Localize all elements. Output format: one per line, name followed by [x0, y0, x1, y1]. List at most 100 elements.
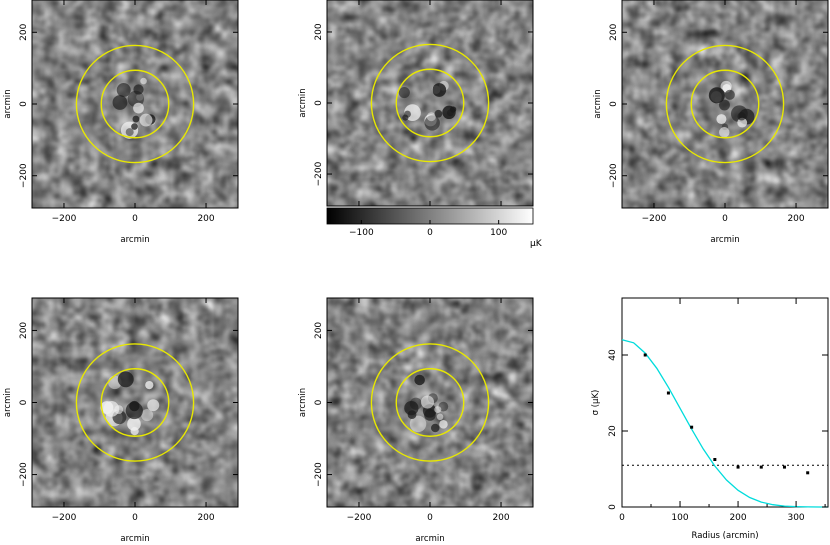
map-feature	[424, 409, 436, 421]
data-point	[806, 471, 810, 475]
map-feature	[737, 117, 748, 128]
y-axis-title: σ (μK)	[591, 390, 601, 416]
y-tick-label: 20	[608, 425, 618, 437]
map-feature	[140, 77, 147, 85]
map-panel-top-right: −200 0 200 −200 0 200 arcmin arcmin	[593, 0, 829, 245]
map-feature	[716, 114, 727, 125]
x-tick-label: 0	[427, 513, 433, 523]
map-feature	[409, 415, 427, 433]
map-feature	[139, 113, 153, 127]
map-feature	[112, 95, 128, 110]
map-feature	[141, 409, 154, 422]
x-tick-label: −200	[642, 214, 667, 224]
map-feature	[439, 420, 448, 429]
y-tick-label: 0	[608, 504, 618, 510]
y-tick-label: −200	[314, 161, 324, 186]
map-panel-top-left: −200 0 200 −200 0 200 arcmin arcmin	[3, 0, 239, 245]
data-point	[736, 465, 740, 469]
y-tick-label: 200	[19, 322, 29, 339]
aperture-ring	[100, 368, 170, 437]
y-axis-title: arcmin	[298, 88, 308, 117]
x-tick-label: 200	[197, 214, 214, 224]
aperture-ring	[395, 68, 465, 138]
map-feature	[432, 83, 447, 97]
y-tick-label: 200	[19, 23, 29, 40]
x-axis-title: arcmin	[120, 235, 149, 245]
map-feature	[436, 413, 444, 421]
map-feature	[420, 395, 435, 409]
y-tick-label: 0	[314, 100, 324, 106]
map-feature	[434, 406, 442, 414]
x-tick-label: 300	[787, 513, 804, 523]
y-tick-label: 200	[609, 23, 619, 40]
x-axis-title: arcmin	[710, 235, 739, 245]
map-feature	[414, 374, 425, 386]
map-feature	[737, 112, 746, 121]
x-axis-title: Radius (arcmin)	[691, 531, 758, 541]
y-tick-label: 200	[314, 322, 324, 339]
x-tick-label: 100	[671, 513, 688, 523]
x-tick-label: −200	[347, 513, 372, 523]
x-axis-title: arcmin	[120, 534, 149, 544]
colorbar-unit: μK	[530, 239, 543, 249]
y-axis-title: arcmin	[3, 388, 13, 417]
y-tick-label: 0	[19, 101, 29, 107]
data-point	[666, 391, 670, 395]
map-feature	[708, 87, 725, 104]
data-point	[782, 465, 786, 469]
map-feature	[424, 115, 440, 131]
y-axis-title: arcmin	[3, 89, 13, 118]
y-tick-label: 0	[609, 101, 619, 107]
aperture-ring	[665, 44, 785, 164]
colorbar-tick-label: 100	[490, 228, 507, 238]
map-feature	[449, 106, 457, 113]
y-tick-label: 0	[314, 399, 324, 405]
map-feature	[117, 371, 134, 388]
map-feature	[402, 114, 409, 121]
map-feature	[426, 112, 436, 122]
map-feature	[147, 399, 160, 412]
map-feature	[404, 400, 419, 416]
map-feature	[434, 109, 443, 118]
aperture-ring	[690, 69, 760, 139]
plot-frame	[621, 297, 829, 508]
aperture-ring	[75, 44, 195, 164]
x-tick-label: 200	[729, 513, 746, 523]
aperture-ring	[370, 43, 490, 163]
map-feature	[398, 86, 410, 99]
x-tick-label: 200	[492, 513, 509, 523]
x-tick-label: 200	[197, 513, 214, 523]
map-noise	[327, 0, 533, 206]
colorbar-tick-label: 0	[427, 228, 433, 238]
data-point	[690, 425, 694, 429]
y-tick-label: −200	[314, 462, 324, 487]
map-feature	[133, 102, 144, 114]
map-feature	[125, 401, 143, 420]
x-tick-label: 200	[787, 214, 804, 224]
map-panel-bottom-middle: −200 0 200 −200 0 200 arcmin arcmin	[298, 297, 534, 544]
x-tick-label: −200	[52, 513, 77, 523]
y-tick-label: 0	[19, 399, 29, 405]
y-tick-label: −200	[19, 163, 29, 188]
map-feature	[116, 83, 131, 98]
x-tick-label: 0	[619, 513, 625, 523]
map-panel-bottom-left: −200 0 200 −200 0 200 arcmin arcmin	[3, 297, 239, 544]
y-tick-label: 40	[608, 349, 618, 361]
map-feature	[145, 380, 154, 390]
y-tick-label: 200	[314, 23, 324, 40]
y-axis-title: arcmin	[298, 388, 308, 417]
map-feature	[132, 115, 140, 123]
map-panel-top-middle: −200 0 200 arcmin −100 0 100 μK	[298, 0, 543, 249]
data-point	[713, 458, 717, 461]
x-tick-label: −200	[52, 214, 77, 224]
data-point	[759, 465, 763, 469]
profile-panel: 0 100 200 300 0 20 40 Radius (arcmin) σ (μK)	[591, 297, 829, 541]
map-feature	[131, 123, 138, 130]
x-tick-label: 0	[132, 513, 138, 523]
aperture-ring	[75, 343, 195, 462]
aperture-ring	[100, 69, 170, 139]
x-tick-label: 0	[132, 214, 138, 224]
map-feature	[430, 423, 440, 433]
y-tick-label: −200	[609, 163, 619, 188]
